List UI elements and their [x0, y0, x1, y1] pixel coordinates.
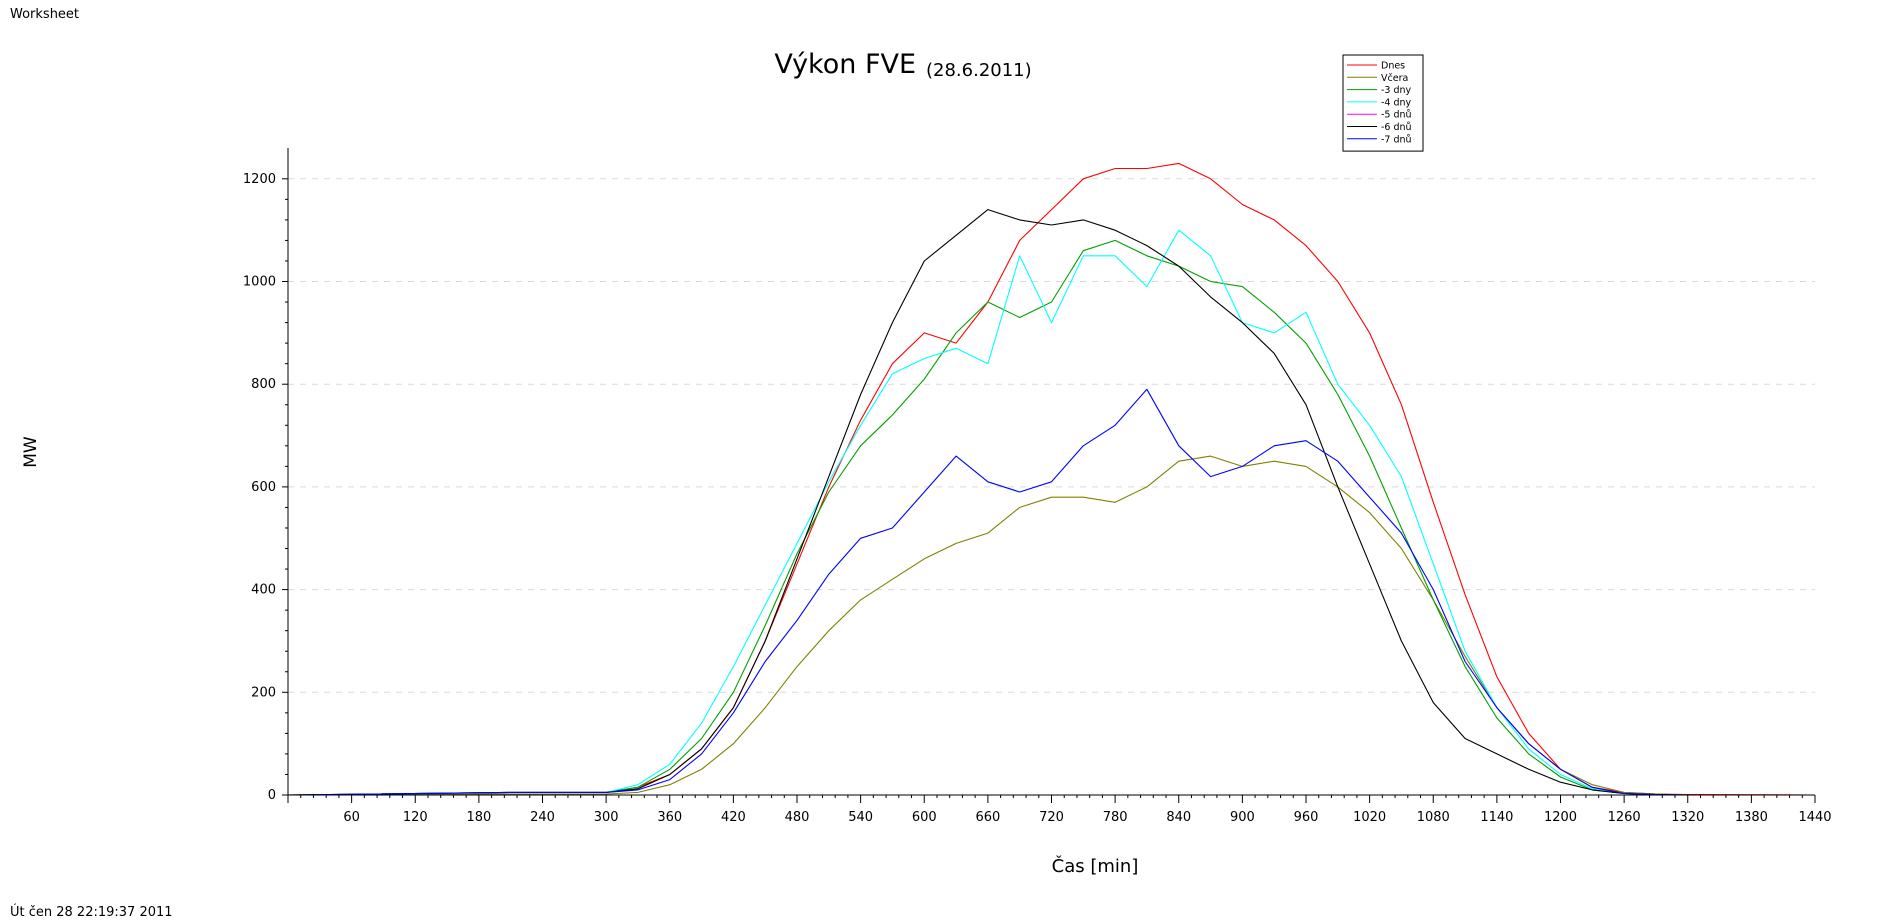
x-tick-label: 1080 [1417, 810, 1450, 825]
x-tick-label: 60 [343, 810, 360, 825]
timestamp-label: Út čen 28 22:19:37 2011 [10, 905, 173, 920]
x-tick-label: 180 [466, 810, 491, 825]
series-line--4-dny [287, 229, 1815, 796]
series-line-Dnes [287, 162, 1816, 796]
legend-entry-label: -5 dnů [1381, 110, 1412, 121]
x-axis-label: Čas [min] [1052, 855, 1139, 877]
legend-entry-label: Včera [1381, 73, 1408, 84]
x-tick-label: 1260 [1608, 810, 1641, 825]
x-tick-label: 960 [1294, 810, 1319, 825]
series-line--6-dnů [287, 209, 1815, 796]
series-line--3-dny [287, 239, 1815, 796]
x-tick-label: 1440 [1798, 810, 1831, 825]
grid [288, 178, 1815, 693]
series-line--7-dnů [287, 388, 1815, 796]
x-tick-label: 1380 [1735, 810, 1768, 825]
x-tick-label: 240 [530, 810, 555, 825]
legend-entry-label: -6 dnů [1381, 122, 1412, 133]
x-tick-label: 120 [403, 810, 428, 825]
y-axis-label: MW [21, 436, 41, 468]
x-tick-label: 1140 [1480, 810, 1513, 825]
y-tick-label: 1200 [243, 172, 276, 187]
y-tick-label: 0 [268, 788, 276, 803]
series-lines [287, 162, 1816, 796]
chart-title: Výkon FVE [774, 49, 916, 80]
x-ticks: 60 120 180 240 300 360 420 480 540 600 660 720 780 84… [287, 795, 1832, 825]
x-tick-label: 480 [785, 810, 810, 825]
x-tick-label: 720 [1039, 810, 1064, 825]
legend-entry-label: Dnes [1381, 61, 1405, 72]
x-tick-label: 420 [721, 810, 746, 825]
y-tick-label: 600 [251, 480, 276, 495]
chart-subtitle: (28.6.2011) [926, 60, 1032, 81]
x-tick-label: 360 [657, 810, 682, 825]
legend-entry-label: -3 dny [1381, 85, 1412, 96]
legend-entry-label: -7 dnů [1381, 134, 1412, 145]
y-tick-label: 1000 [243, 275, 276, 290]
x-tick-label: 900 [1230, 810, 1255, 825]
x-tick-label: 1020 [1353, 810, 1386, 825]
legend-entry-label: -4 dny [1381, 97, 1412, 108]
x-tick-label: 660 [975, 810, 1000, 825]
x-tick-label: 300 [594, 810, 619, 825]
x-tick-label: 780 [1103, 810, 1128, 825]
worksheet-label: Worksheet [10, 7, 80, 22]
y-tick-label: 400 [251, 583, 276, 598]
axes [287, 148, 1815, 803]
x-tick-label: 540 [848, 810, 873, 825]
x-tick-label: 600 [912, 810, 937, 825]
y-tick-label: 800 [251, 377, 276, 392]
x-tick-label: 1320 [1671, 810, 1704, 825]
x-tick-label: 1200 [1544, 810, 1577, 825]
legend-box [1342, 54, 1424, 152]
x-tick-label: 840 [1166, 810, 1191, 825]
y-tick-label: 200 [251, 685, 276, 700]
series-line-Včera [287, 455, 1815, 796]
y-ticks: 0 200 400 600 800 1000 1200 [243, 172, 288, 803]
